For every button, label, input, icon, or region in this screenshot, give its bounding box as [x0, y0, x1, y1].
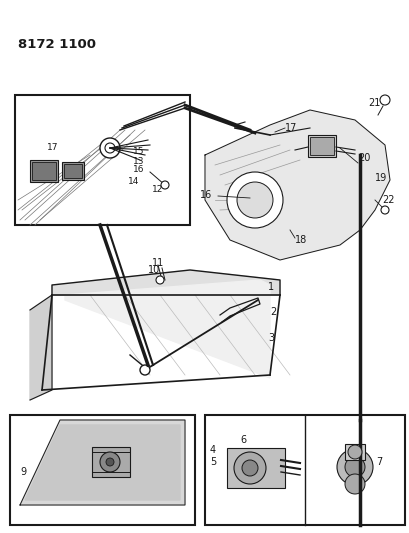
- Polygon shape: [204, 110, 389, 260]
- Text: 21: 21: [367, 98, 380, 108]
- Bar: [344, 444, 364, 460]
- Bar: [92, 447, 130, 477]
- Bar: [309, 137, 333, 155]
- Circle shape: [379, 95, 389, 105]
- Text: 8172 1100: 8172 1100: [18, 38, 96, 51]
- Text: 18: 18: [294, 235, 306, 245]
- Bar: [307, 135, 335, 157]
- Polygon shape: [30, 295, 52, 400]
- Text: 5: 5: [209, 457, 216, 467]
- Text: 14: 14: [128, 177, 139, 187]
- Circle shape: [241, 460, 257, 476]
- Circle shape: [155, 276, 164, 284]
- Text: 13: 13: [133, 157, 144, 166]
- Circle shape: [234, 452, 265, 484]
- Text: 11: 11: [152, 258, 164, 268]
- Bar: [227, 448, 284, 488]
- Text: 17: 17: [284, 123, 297, 133]
- Text: 16: 16: [200, 190, 212, 200]
- Text: 20: 20: [357, 153, 369, 163]
- Text: 16: 16: [133, 166, 144, 174]
- Text: 19: 19: [374, 173, 387, 183]
- Text: 22: 22: [381, 195, 393, 205]
- Circle shape: [106, 458, 114, 466]
- Circle shape: [344, 457, 364, 477]
- Circle shape: [336, 449, 372, 485]
- Text: 7: 7: [375, 457, 381, 467]
- Text: 4: 4: [209, 445, 216, 455]
- Circle shape: [347, 445, 361, 459]
- Text: 10: 10: [148, 265, 160, 275]
- Circle shape: [100, 452, 120, 472]
- Circle shape: [100, 138, 120, 158]
- Text: 6: 6: [239, 435, 245, 445]
- Text: 1: 1: [267, 282, 274, 292]
- Text: 8: 8: [130, 450, 136, 460]
- Text: 17: 17: [47, 142, 58, 151]
- Text: 2: 2: [270, 307, 276, 317]
- Circle shape: [380, 206, 388, 214]
- Text: 15: 15: [133, 148, 144, 157]
- Bar: [32, 162, 56, 180]
- Text: 12: 12: [152, 185, 163, 195]
- Bar: [15, 95, 189, 225]
- Circle shape: [236, 182, 272, 218]
- Circle shape: [161, 181, 169, 189]
- Bar: [10, 415, 195, 525]
- Polygon shape: [25, 425, 180, 500]
- Text: 3: 3: [267, 333, 274, 343]
- Bar: [204, 415, 404, 525]
- Bar: [62, 162, 84, 180]
- Polygon shape: [20, 420, 184, 505]
- Circle shape: [227, 172, 282, 228]
- Polygon shape: [52, 270, 279, 295]
- Bar: [30, 160, 58, 182]
- Polygon shape: [65, 280, 270, 378]
- Circle shape: [139, 365, 150, 375]
- Text: 9: 9: [20, 467, 26, 477]
- Bar: [64, 164, 82, 178]
- Circle shape: [344, 474, 364, 494]
